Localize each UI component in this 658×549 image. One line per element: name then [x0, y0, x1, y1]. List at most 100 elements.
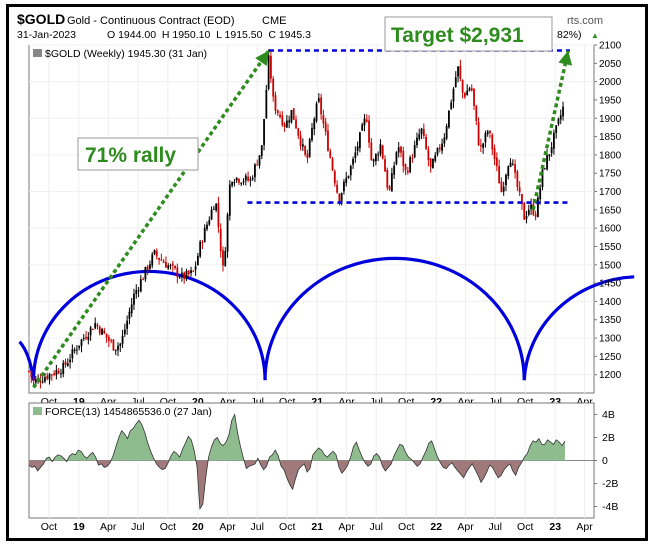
candle-body — [434, 155, 437, 161]
symbol-text: $GOLD — [17, 11, 65, 27]
candle-body — [215, 203, 218, 211]
candle-body — [96, 324, 99, 327]
candle-body — [165, 262, 167, 268]
candle-body — [489, 130, 491, 134]
candle-body — [306, 153, 309, 159]
candle-body — [101, 328, 103, 335]
candle-body — [338, 193, 341, 202]
candle-body — [290, 110, 293, 123]
exchange-text: CME — [262, 15, 286, 27]
candle-body — [384, 159, 386, 172]
candle-body — [130, 304, 133, 314]
candle-body — [235, 177, 238, 181]
time-tick-label: 22 — [430, 396, 442, 408]
candle-body — [279, 114, 281, 118]
candle-body — [276, 110, 279, 114]
candle-body — [222, 250, 224, 266]
candle-body — [123, 329, 126, 335]
candle-body — [212, 208, 215, 210]
price-tick-label: 1800 — [599, 150, 622, 161]
candle-body — [112, 339, 115, 351]
rally-label: 71% rally — [85, 144, 176, 167]
site-fragment: rts.com — [567, 15, 603, 27]
time-tick-label: Apr — [100, 521, 117, 533]
candle-body — [247, 176, 249, 181]
candle-body — [238, 179, 240, 183]
candle-body — [267, 55, 270, 89]
candle-body — [527, 209, 530, 215]
candle-body — [176, 267, 179, 278]
candle-body — [395, 152, 398, 165]
instrument-name: Gold - Continuous Contract (EOD) — [67, 15, 235, 27]
candle-body — [486, 131, 489, 135]
candle-body — [190, 270, 192, 274]
candle-body — [479, 145, 482, 147]
candle-body — [196, 255, 199, 266]
candle-body — [518, 187, 521, 193]
force-tick-label: 4B — [602, 409, 615, 421]
candle-body — [356, 146, 359, 152]
candle-body — [352, 158, 354, 165]
force-tick-label: -4B — [602, 501, 618, 513]
candle-body — [121, 335, 124, 344]
candle-body — [493, 148, 496, 160]
main-legend: $GOLD (Weekly) 1945.30 (31 Jan) — [45, 48, 207, 60]
candle-body — [333, 171, 336, 184]
candle-body — [73, 349, 76, 352]
candle-body — [117, 345, 119, 351]
force-axis: 4B 2B 0 -2B -4B — [594, 409, 618, 513]
price-tick-label: 1600 — [599, 224, 622, 235]
candle-body — [555, 125, 558, 133]
candle-body — [429, 158, 432, 168]
candle-body — [199, 241, 202, 257]
candle-body — [174, 265, 176, 269]
time-tick-label: Oct — [160, 521, 176, 533]
price-tick-label: 1650 — [599, 205, 622, 216]
candle-body — [258, 155, 261, 166]
force-legend: FORCE(13) 1454865536.0 (27 Jan) — [45, 406, 212, 418]
candle-body — [94, 323, 97, 329]
candle-body — [169, 265, 172, 267]
candle-body — [201, 242, 204, 244]
candle-body — [484, 133, 487, 143]
candle-body — [254, 164, 256, 178]
price-tick-label: 1550 — [599, 242, 622, 253]
candle-body — [158, 257, 160, 260]
candle-body — [511, 163, 514, 165]
candle-body — [251, 177, 254, 180]
candle-body — [297, 128, 300, 136]
candle-body — [523, 202, 526, 220]
arrow-head-icon — [255, 50, 269, 66]
time-tick-label: Oct — [398, 521, 414, 533]
candle-body — [55, 369, 58, 376]
candle-body — [562, 106, 564, 117]
candle-body — [438, 147, 441, 150]
cycle-arcs — [18, 257, 635, 381]
candle-body — [50, 374, 53, 376]
time-tick-label: Oct — [41, 521, 57, 533]
force-area — [28, 413, 566, 511]
candle-body — [256, 164, 259, 166]
candle-body — [103, 330, 106, 334]
candle-body — [64, 361, 67, 365]
candle-body — [281, 115, 284, 126]
candle-body — [432, 159, 434, 169]
candle-body — [425, 136, 427, 149]
candle-body — [422, 128, 425, 137]
candle-body — [48, 373, 51, 380]
candle-body — [167, 265, 170, 269]
candle-body — [87, 336, 90, 340]
candle-body — [361, 124, 364, 131]
gold-chart: $GOLD Gold - Continuous Contract (EOD) C… — [17, 11, 635, 533]
time-tick-label: Jul — [131, 521, 144, 533]
candle-body — [128, 311, 131, 319]
candle-body — [347, 175, 350, 178]
time-tick-label: Oct — [279, 521, 295, 533]
candle-body — [445, 126, 448, 139]
candle-body — [105, 333, 108, 338]
force-line — [28, 413, 566, 511]
candle-body — [39, 379, 42, 383]
candle-body — [336, 184, 338, 193]
force-legend-icon — [33, 407, 42, 415]
time-tick-label: Jul — [488, 521, 501, 533]
